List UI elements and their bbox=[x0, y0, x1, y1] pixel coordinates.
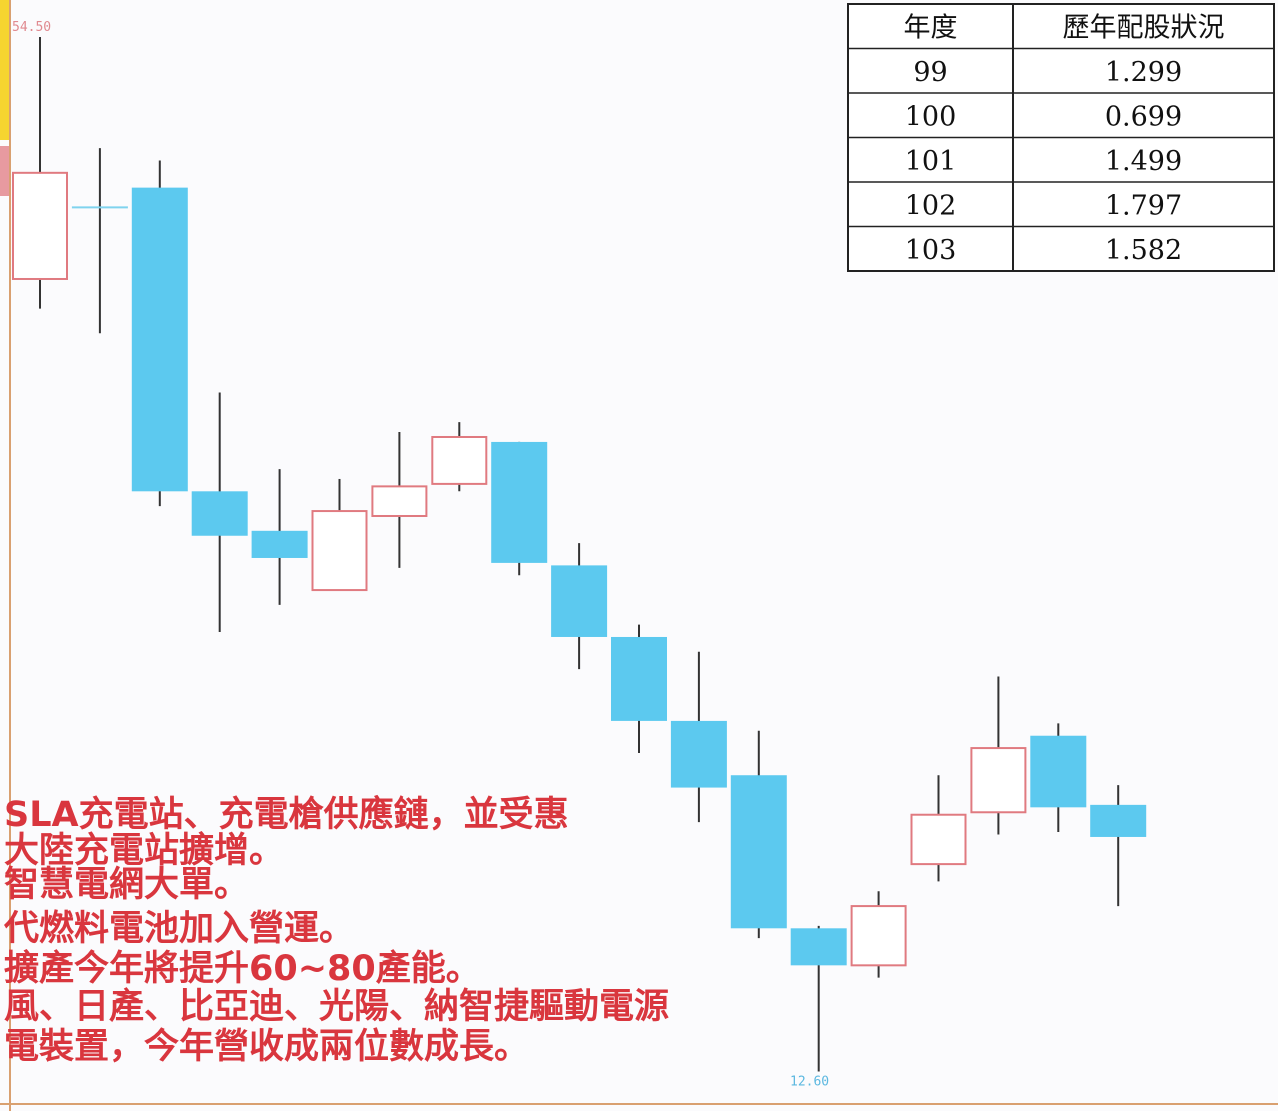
table-cell: 1.499 bbox=[1105, 146, 1182, 177]
table-cell: 1.797 bbox=[1105, 190, 1182, 221]
table-cell: 1.299 bbox=[1105, 57, 1182, 88]
side-tab bbox=[0, 146, 10, 196]
table-cell: 100 bbox=[905, 101, 957, 132]
table-cell: 0.699 bbox=[1105, 101, 1182, 132]
max-label: 54.50 bbox=[12, 20, 51, 35]
note-line: 風、日產、比亞迪、光陽、納智捷驅動電源 bbox=[4, 986, 669, 1027]
table-cell: 103 bbox=[905, 235, 957, 266]
table-header: 歷年配股狀況 bbox=[1063, 12, 1225, 43]
table-header: 年度 bbox=[904, 12, 958, 43]
candle-body bbox=[910, 813, 967, 866]
notes: SLA充電站、充電槍供應鏈，並受惠大陸充電站擴增。智慧電網大單。代燃料電池加入營… bbox=[3, 794, 669, 1067]
note-line: 代燃料電池加入營運。 bbox=[3, 909, 354, 949]
candle-body bbox=[1030, 735, 1087, 808]
note-line: 電裝置，今年營收成兩位數成長。 bbox=[4, 1027, 529, 1067]
candle-body bbox=[670, 720, 727, 788]
candle-body bbox=[311, 510, 368, 592]
note-line: 智慧電網大單。 bbox=[4, 865, 249, 905]
candle-body bbox=[431, 435, 488, 485]
candle-body bbox=[1090, 804, 1147, 837]
candle-body bbox=[850, 905, 907, 967]
candle-body bbox=[790, 928, 847, 966]
min-label: 12.60 bbox=[790, 1074, 829, 1089]
candle-body bbox=[730, 775, 787, 929]
candle-body bbox=[970, 747, 1027, 814]
table-cell: 101 bbox=[905, 146, 957, 177]
candle-body bbox=[491, 441, 548, 563]
candle-body bbox=[611, 636, 667, 721]
table-cell: 102 bbox=[905, 190, 957, 221]
candle-body bbox=[12, 171, 68, 280]
candle-body bbox=[191, 491, 248, 536]
note-line: SLA充電站、充電槍供應鏈，並受惠 bbox=[4, 794, 569, 835]
table-cell: 1.582 bbox=[1105, 235, 1182, 266]
dividend-table: 年度 歷年配股狀況 99 1.299 100 0.699 101 1.499 102 1.797 1… bbox=[847, 3, 1275, 272]
table-cell: 99 bbox=[913, 57, 947, 88]
candle-body bbox=[251, 530, 308, 558]
note-line: 擴產今年將提升60~80產能。 bbox=[4, 948, 481, 989]
candle-body bbox=[131, 187, 188, 492]
side-tab bbox=[0, 0, 10, 140]
candle-body bbox=[371, 485, 428, 517]
note-line: 大陸充電站擴增。 bbox=[4, 830, 284, 871]
candle-body bbox=[551, 565, 608, 637]
candles: 54.50 12.60 bbox=[12, 20, 1147, 1089]
